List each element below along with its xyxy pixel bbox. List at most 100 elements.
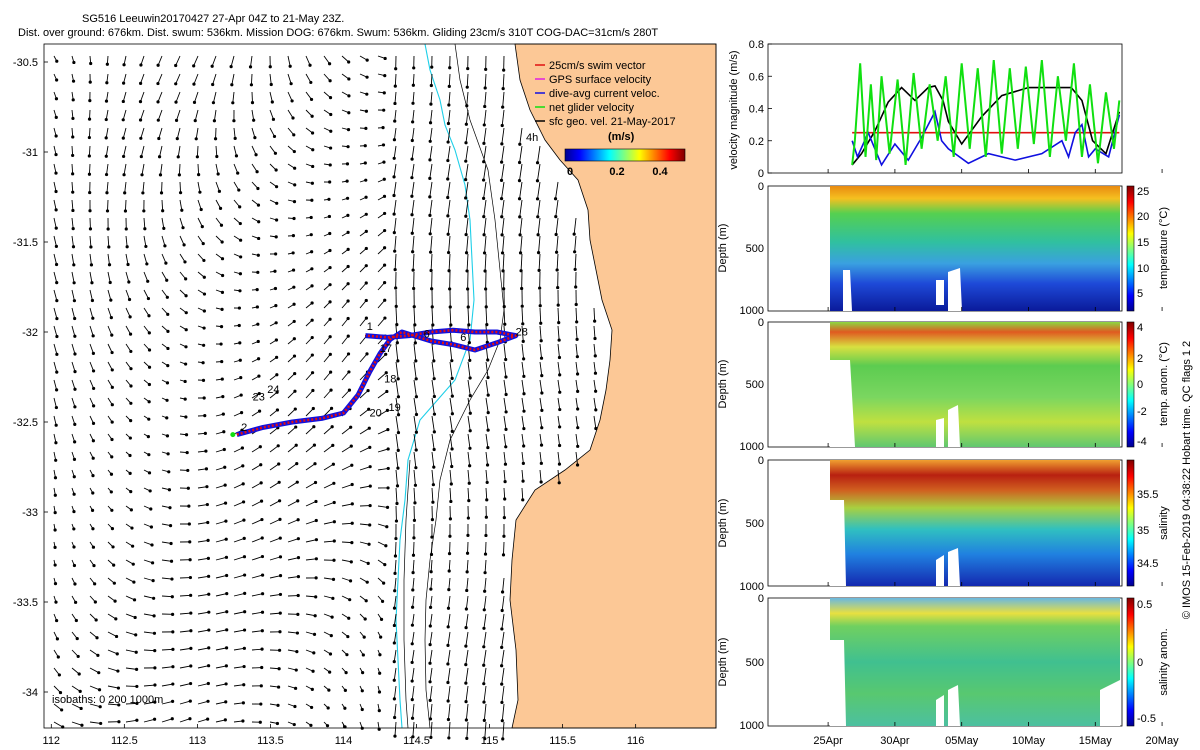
velocity-arrow: [395, 487, 398, 504]
velocity-arrowhead: [500, 590, 505, 594]
velocity-arrowhead: [150, 561, 155, 565]
velocity-arrowhead: [277, 480, 281, 484]
velocity-arrow: [521, 361, 525, 377]
velocity-arrowhead: [348, 579, 353, 583]
velocity-arrow: [213, 109, 217, 121]
sal-anom-colorbar: [1126, 597, 1135, 727]
velocity-arrow: [430, 595, 433, 608]
velocity-arrow: [484, 253, 487, 271]
velocity-arrow: [465, 127, 469, 143]
velocity-arrow: [232, 91, 235, 103]
velocity-arrowhead: [392, 606, 397, 610]
velocity-arrow: [394, 703, 397, 718]
velocity-arrowhead: [55, 316, 59, 321]
velocity-arrowhead: [350, 521, 354, 525]
velocity-arrow: [593, 343, 596, 356]
velocity-arrow: [393, 163, 397, 177]
velocity-arrowhead: [504, 357, 508, 362]
velocity-arrow: [53, 721, 63, 728]
velocity-arrowhead: [110, 403, 114, 407]
velocity-arrow: [483, 631, 487, 647]
velocity-arrowhead: [225, 592, 229, 596]
velocity-arrow: [447, 109, 451, 124]
velocity-arrow: [269, 109, 274, 120]
velocity-arrowhead: [346, 334, 350, 338]
velocity-arrowhead: [314, 499, 318, 504]
velocity-arrowhead: [450, 394, 454, 398]
velocity-arrowhead: [414, 430, 419, 434]
temp-anom-gaps: [830, 360, 960, 447]
velocity-arrowhead: [450, 429, 454, 433]
velocity-arrowhead: [117, 720, 121, 724]
velocity-arrow: [143, 684, 155, 687]
velocity-arrowhead: [292, 133, 296, 137]
velocity-arrowhead: [278, 592, 283, 597]
velocity-arrowhead: [394, 519, 399, 523]
velocity-arrow: [377, 282, 385, 291]
velocity-arrowhead: [182, 243, 186, 247]
map-xtick-label: 113.5: [257, 735, 284, 747]
velocity-series: [851, 60, 1121, 167]
velocity-arrow: [107, 685, 119, 689]
velocity-arrowhead: [504, 445, 508, 449]
velocity-arrowhead: [256, 203, 261, 207]
velocity-arrowhead: [313, 462, 317, 466]
velocity-arrowhead: [257, 236, 261, 241]
isobath-note: isobaths: 0 200 1000m: [52, 694, 163, 706]
velocity-arrow: [212, 73, 217, 85]
velocity-arrowhead: [269, 82, 273, 87]
map-colorbar-tick-0.4: 0.4: [652, 166, 668, 178]
velocity-arrowhead: [346, 128, 351, 132]
velocity-arrowhead: [135, 718, 139, 722]
day-label: 17: [380, 343, 392, 355]
velocity-arrowhead: [575, 355, 579, 359]
velocity-arrow: [359, 300, 367, 309]
velocity-arrow: [211, 55, 217, 67]
velocity-arrowhead: [55, 370, 59, 374]
velocity-arrow: [305, 372, 313, 381]
velocity-arrowhead: [328, 79, 332, 83]
velocity-arrowhead: [189, 664, 193, 668]
velocity-arrow: [140, 145, 145, 157]
velocity-arrowhead: [184, 277, 188, 281]
velocity-arrowhead: [382, 194, 387, 198]
velocity-arrow: [251, 630, 263, 633]
velocity-arrowhead: [393, 715, 397, 720]
temperature-ylabel: Depth (m): [717, 224, 729, 273]
velocity-arrow: [431, 451, 435, 468]
day-label: 20: [369, 408, 381, 420]
velocity-arrow: [431, 487, 434, 503]
velocity-arrowhead: [410, 157, 414, 161]
velocity-arrowhead: [466, 516, 470, 520]
velocity-arrowhead: [486, 411, 490, 415]
velocity-arrow: [502, 253, 505, 271]
velocity-arrowhead: [75, 636, 79, 641]
velocity-arrowhead: [275, 408, 280, 412]
velocity-arrowhead: [384, 371, 388, 375]
velocity-arrowhead: [554, 250, 559, 254]
velocity-arrow: [323, 426, 333, 435]
velocity-arrowhead: [482, 682, 486, 686]
velocity-arrowhead: [127, 297, 132, 302]
velocity-arrowhead: [554, 215, 558, 219]
velocity-arrowhead: [194, 137, 198, 141]
sal-anom-cbar-tick-0.5: 0.5: [1137, 599, 1152, 611]
velocity-arrow: [215, 502, 226, 507]
velocity-arrow: [251, 611, 263, 615]
velocity-arrow: [197, 647, 209, 651]
velocity-arrow: [251, 145, 257, 155]
velocity-arrowhead: [256, 322, 260, 326]
velocity-arrowhead: [146, 279, 150, 283]
velocity-arrow: [233, 465, 243, 471]
velocity-arrowhead: [482, 608, 486, 612]
velocity-arrowhead: [575, 320, 579, 324]
velocity-arrow: [413, 379, 417, 397]
velocity-arrowhead: [149, 525, 154, 529]
velocity-arrow: [483, 163, 487, 181]
velocity-arrowhead: [468, 464, 472, 468]
velocity-arrow: [89, 685, 100, 691]
velocity-arrowhead: [396, 359, 400, 363]
velocity-arrowhead: [295, 462, 299, 466]
velocity-arrow: [88, 163, 91, 175]
